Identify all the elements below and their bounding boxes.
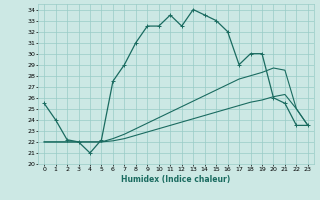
- X-axis label: Humidex (Indice chaleur): Humidex (Indice chaleur): [121, 175, 231, 184]
